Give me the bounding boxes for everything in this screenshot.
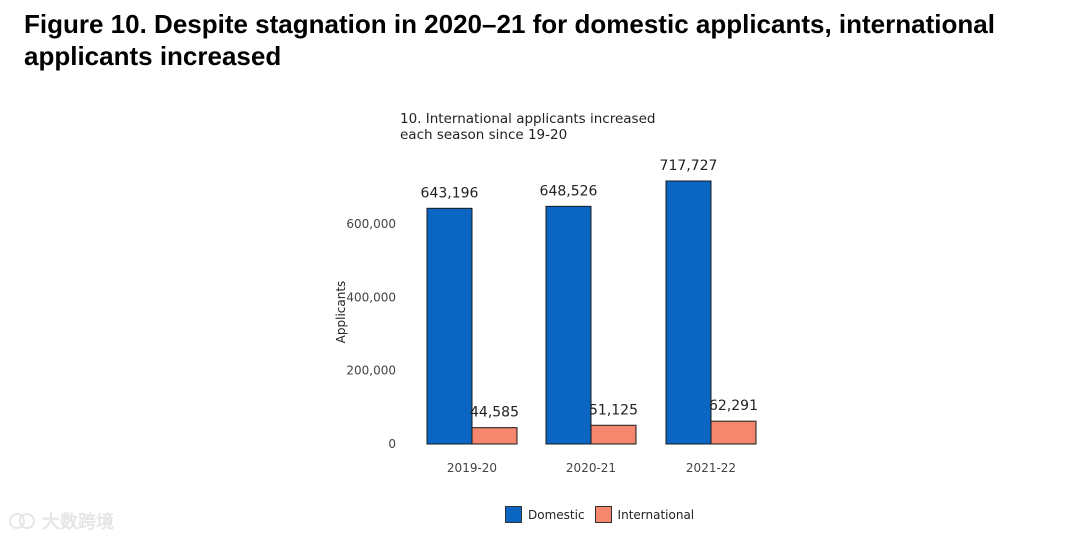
- data-label-international-2020-21: 51,125: [589, 402, 638, 418]
- x-tick-label: 2021-22: [686, 461, 736, 475]
- bar-international-2020-21: [590, 424, 637, 445]
- legend-label-domestic: Domestic: [528, 507, 585, 522]
- data-label-domestic-2021-22: 717,727: [660, 158, 718, 174]
- x-axis-ticks: 2019-20 2020-21 2021-22: [447, 461, 736, 475]
- y-tick-label: 0: [388, 437, 396, 451]
- legend-item-international: International: [594, 506, 695, 523]
- data-label-domestic-2020-21: 648,526: [540, 183, 598, 199]
- y-tick-label: 400,000: [346, 290, 396, 304]
- watermark-text: 大数跨境: [42, 512, 114, 533]
- legend-swatch-domestic: [505, 506, 522, 523]
- legend-label-international: International: [617, 507, 695, 522]
- watermark: 大数跨境: [8, 508, 114, 534]
- figure-title: Figure 10. Despite stagnation in 2020–21…: [24, 9, 995, 71]
- data-label-international-2021-22: 62,291: [709, 398, 758, 414]
- legend-item-domestic: Domestic: [505, 506, 585, 523]
- bar-international-2021-22: [710, 420, 757, 445]
- legend-swatch-international: [594, 506, 612, 523]
- data-label-international-2019-20: 44,585: [470, 405, 519, 421]
- x-tick-label: 2020-21: [566, 461, 616, 475]
- x-tick-label: 2019-20: [447, 461, 497, 475]
- y-tick-label: 600,000: [346, 217, 396, 231]
- chart-title: 10. International applicants increased e…: [400, 111, 656, 143]
- bar-domestic-2020-21: [545, 205, 592, 445]
- data-label-domestic-2019-20: 643,196: [421, 185, 479, 201]
- y-tick-label: 200,000: [346, 364, 396, 378]
- bar-international-2019-20: [471, 427, 518, 445]
- bar-domestic-2019-20: [426, 207, 473, 445]
- y-axis-ticks: 0 200,000 400,000 600,000: [346, 217, 396, 451]
- bars: 643,196 44,585 648,526 51,125 717,727 62,291: [421, 158, 758, 445]
- watermark-logo-icon: [9, 513, 35, 529]
- legend: Domestic International: [505, 506, 704, 523]
- y-axis-label: Applicants: [334, 281, 348, 344]
- bar-domestic-2021-22: [665, 180, 712, 445]
